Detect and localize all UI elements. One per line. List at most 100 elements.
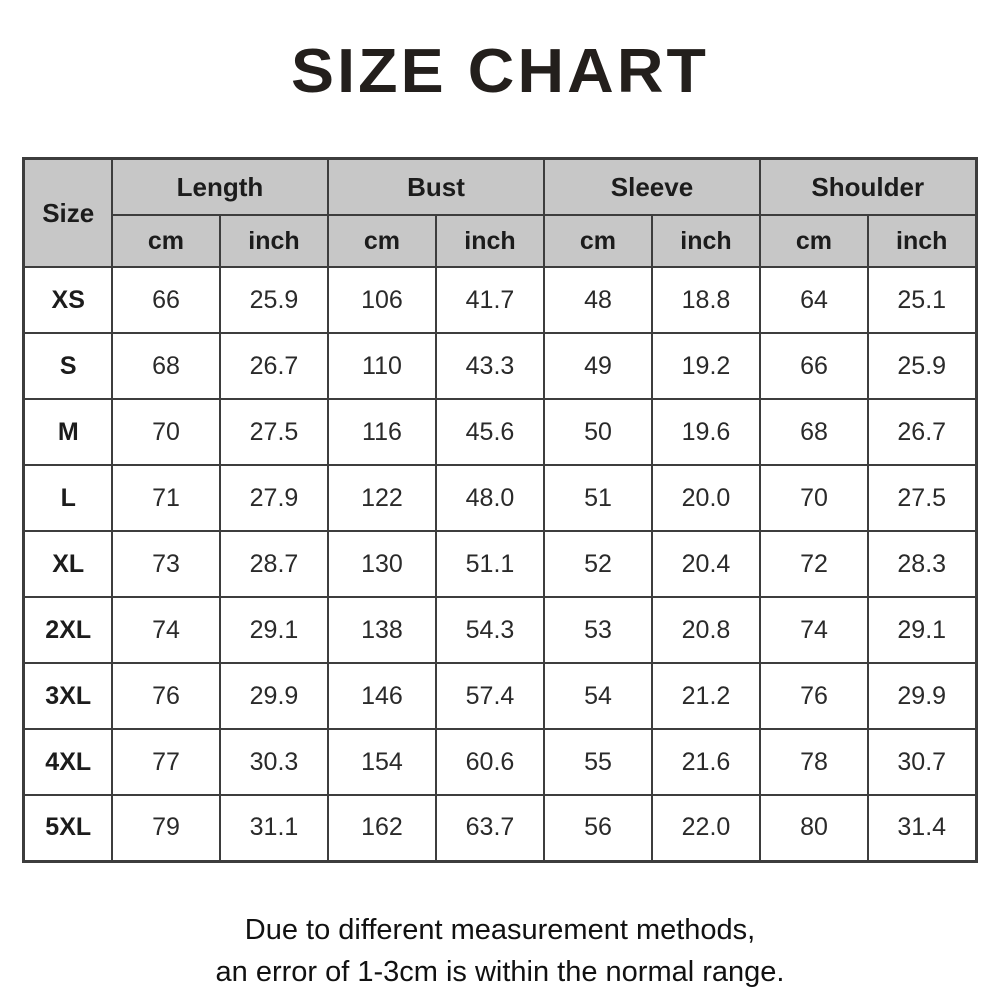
value-cell: 52 — [542, 530, 653, 598]
size-cell: L — [22, 464, 113, 532]
group-header-length: Length — [110, 157, 329, 216]
size-cell: 4XL — [22, 728, 113, 796]
value-cell: 110 — [326, 332, 437, 400]
value-cell: 48 — [542, 266, 653, 334]
value-cell: 51.1 — [434, 530, 545, 598]
size-column-header: Size — [22, 157, 113, 268]
group-header-bust: Bust — [326, 157, 545, 216]
value-cell: 21.6 — [650, 728, 761, 796]
size-cell: S — [22, 332, 113, 400]
size-cell: XS — [22, 266, 113, 334]
table-row: XS 66 25.9 106 41.7 48 18.8 64 25.1 — [22, 266, 978, 334]
table-body: XS 66 25.9 106 41.7 48 18.8 64 25.1 S 68 26.7 110 43.… — [22, 266, 978, 862]
value-cell: 25.9 — [866, 332, 978, 400]
value-cell: 80 — [758, 794, 869, 862]
value-cell: 50 — [542, 398, 653, 466]
size-cell: 5XL — [22, 794, 113, 862]
value-cell: 68 — [110, 332, 221, 400]
value-cell: 29.9 — [866, 662, 978, 730]
unit-header-row: cm inch cm inch cm inch cm inch — [24, 214, 978, 268]
value-cell: 53 — [542, 596, 653, 664]
unit-header-bust-inch: inch — [434, 214, 545, 268]
value-cell: 56 — [542, 794, 653, 862]
table-row: L 71 27.9 122 48.0 51 20.0 70 27.5 — [22, 464, 978, 532]
table-row: XL 73 28.7 130 51.1 52 20.4 72 28.3 — [22, 530, 978, 598]
value-cell: 79 — [110, 794, 221, 862]
value-cell: 29.9 — [218, 662, 329, 730]
value-cell: 76 — [110, 662, 221, 730]
value-cell: 25.9 — [218, 266, 329, 334]
value-cell: 48.0 — [434, 464, 545, 532]
value-cell: 54 — [542, 662, 653, 730]
size-cell: M — [22, 398, 113, 466]
value-cell: 71 — [110, 464, 221, 532]
unit-header-bust-cm: cm — [326, 214, 437, 268]
size-cell: 3XL — [22, 662, 113, 730]
group-header-row: Size Length Bust Sleeve Shoulder — [22, 157, 978, 268]
unit-header-length-inch: inch — [218, 214, 329, 268]
footnote-line-2: an error of 1-3cm is within the normal r… — [215, 955, 785, 988]
value-cell: 25.1 — [866, 266, 978, 334]
value-cell: 116 — [326, 398, 437, 466]
table-row: S 68 26.7 110 43.3 49 19.2 66 25.9 — [22, 332, 978, 400]
value-cell: 19.2 — [650, 332, 761, 400]
value-cell: 162 — [326, 794, 437, 862]
size-cell: XL — [22, 530, 113, 598]
value-cell: 26.7 — [218, 332, 329, 400]
value-cell: 20.4 — [650, 530, 761, 598]
value-cell: 30.3 — [218, 728, 329, 796]
value-cell: 27.5 — [866, 464, 978, 532]
value-cell: 77 — [110, 728, 221, 796]
value-cell: 28.3 — [866, 530, 978, 598]
value-cell: 122 — [326, 464, 437, 532]
value-cell: 19.6 — [650, 398, 761, 466]
value-cell: 130 — [326, 530, 437, 598]
value-cell: 146 — [326, 662, 437, 730]
value-cell: 51 — [542, 464, 653, 532]
size-chart-table: Size Length Bust Sleeve Shoulder cm inch… — [22, 157, 978, 863]
value-cell: 18.8 — [650, 266, 761, 334]
table-row: 3XL 76 29.9 146 57.4 54 21.2 76 29.9 — [22, 662, 978, 730]
value-cell: 29.1 — [218, 596, 329, 664]
unit-header-length-cm: cm — [110, 214, 221, 268]
value-cell: 30.7 — [866, 728, 978, 796]
page-title: SIZE CHART — [290, 37, 710, 106]
value-cell: 74 — [758, 596, 869, 664]
size-cell: 2XL — [22, 596, 113, 664]
value-cell: 68 — [758, 398, 869, 466]
value-cell: 21.2 — [650, 662, 761, 730]
value-cell: 70 — [758, 464, 869, 532]
group-header-sleeve: Sleeve — [542, 157, 761, 216]
table-row: 4XL 77 30.3 154 60.6 55 21.6 78 30.7 — [22, 728, 978, 796]
value-cell: 74 — [110, 596, 221, 664]
value-cell: 41.7 — [434, 266, 545, 334]
unit-header-sleeve-inch: inch — [650, 214, 761, 268]
unit-header-sleeve-cm: cm — [542, 214, 653, 268]
footnote: Due to different measurement methods, an… — [0, 909, 1000, 993]
value-cell: 63.7 — [434, 794, 545, 862]
value-cell: 29.1 — [866, 596, 978, 664]
value-cell: 20.0 — [650, 464, 761, 532]
value-cell: 22.0 — [650, 794, 761, 862]
value-cell: 73 — [110, 530, 221, 598]
value-cell: 20.8 — [650, 596, 761, 664]
value-cell: 138 — [326, 596, 437, 664]
value-cell: 60.6 — [434, 728, 545, 796]
value-cell: 28.7 — [218, 530, 329, 598]
value-cell: 72 — [758, 530, 869, 598]
table-row: M 70 27.5 116 45.6 50 19.6 68 26.7 — [22, 398, 978, 466]
value-cell: 57.4 — [434, 662, 545, 730]
value-cell: 106 — [326, 266, 437, 334]
value-cell: 31.1 — [218, 794, 329, 862]
value-cell: 54.3 — [434, 596, 545, 664]
value-cell: 66 — [758, 332, 869, 400]
value-cell: 64 — [758, 266, 869, 334]
value-cell: 27.9 — [218, 464, 329, 532]
value-cell: 78 — [758, 728, 869, 796]
table-row: 5XL 79 31.1 162 63.7 56 22.0 80 31.4 — [22, 794, 978, 862]
table-header: Size Length Bust Sleeve Shoulder cm inch… — [22, 157, 978, 268]
group-header-shoulder: Shoulder — [758, 157, 978, 216]
value-cell: 154 — [326, 728, 437, 796]
unit-header-shoulder-cm: cm — [758, 214, 869, 268]
